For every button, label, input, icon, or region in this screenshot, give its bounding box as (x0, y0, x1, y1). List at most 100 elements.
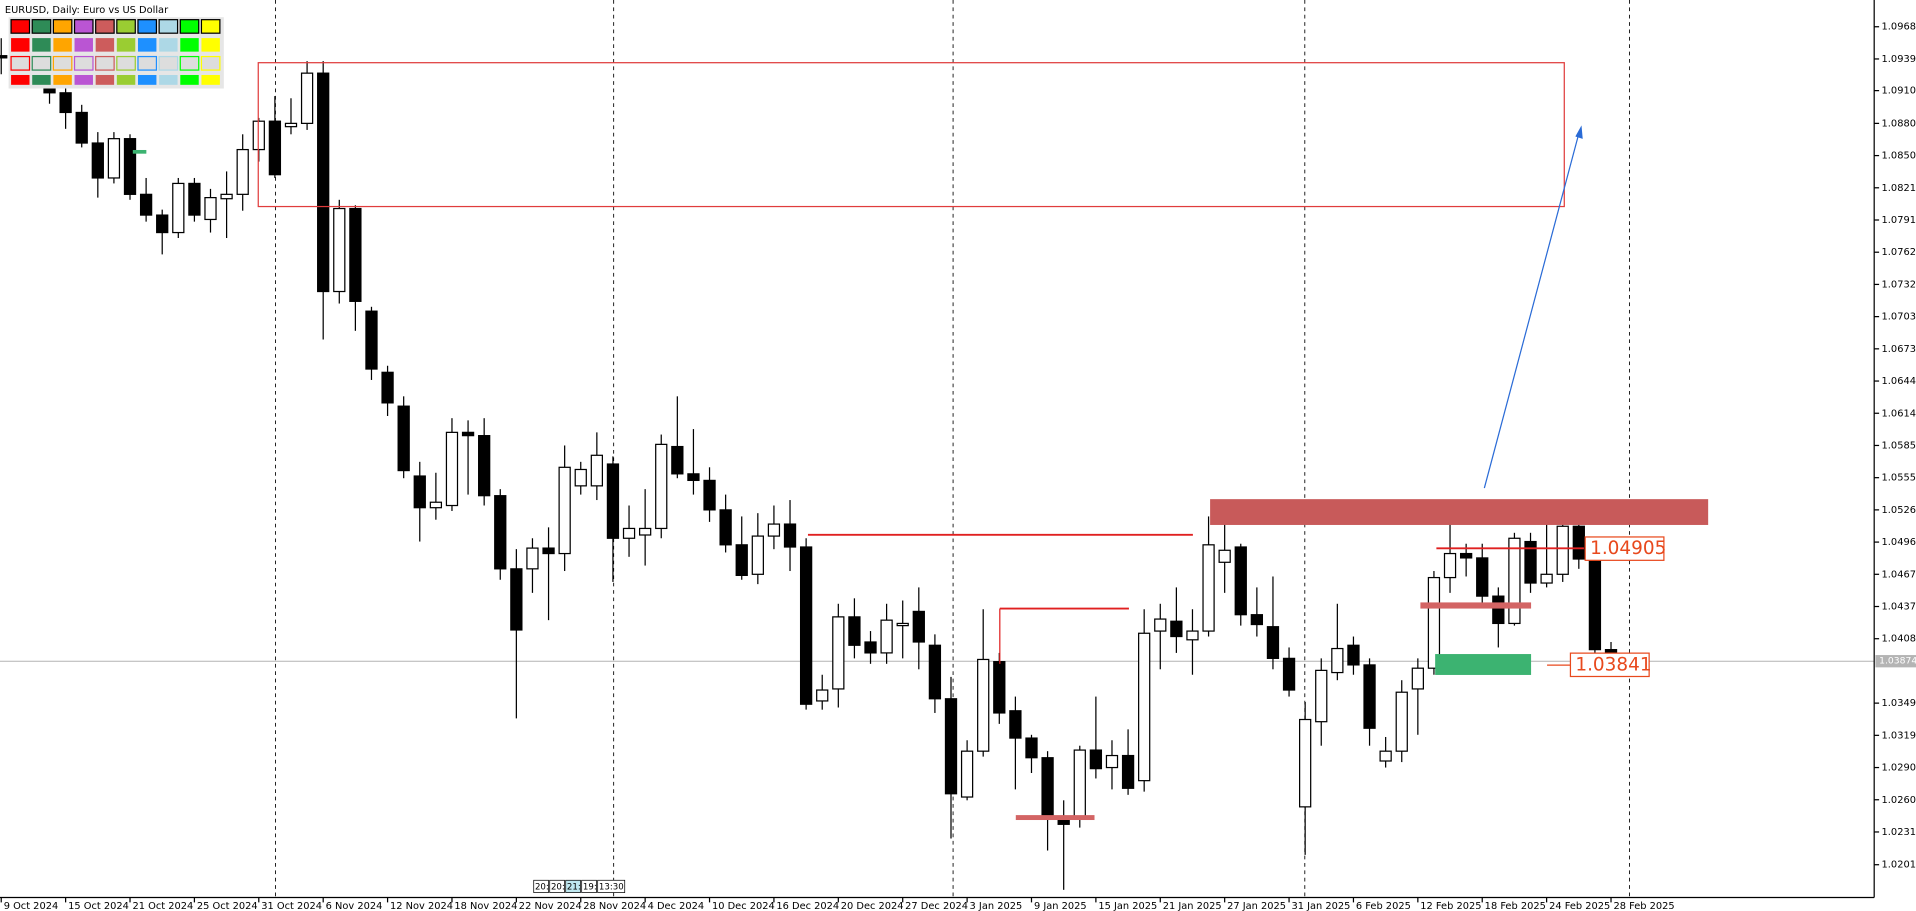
time-label-box (581, 879, 597, 893)
candle-body (156, 214, 169, 234)
palette-swatch (73, 19, 94, 34)
candle-body (1299, 718, 1312, 808)
candle-body (397, 405, 410, 472)
palette-swatch (52, 19, 73, 34)
y-tick-label: 1.03195 (1882, 730, 1916, 741)
palette-swatch (159, 74, 178, 85)
palette-swatch (137, 19, 158, 34)
palette-swatch (116, 19, 136, 34)
candle-body (300, 72, 314, 124)
y-tick-label: 1.07915 (1882, 215, 1916, 226)
candle-body (928, 644, 942, 700)
time-label-box (565, 879, 581, 893)
candle-body (1121, 754, 1135, 789)
palette-swatch (10, 19, 31, 34)
candle-body (1379, 750, 1392, 762)
candle-body (1186, 630, 1199, 641)
y-tick-label: 1.07620 (1882, 247, 1916, 258)
candle-body (59, 92, 72, 114)
x-tick-label: 27 Jan 2025 (1227, 901, 1286, 911)
y-tick-label: 1.09390 (1882, 54, 1916, 65)
x-tick-label: 6 Nov 2024 (326, 901, 383, 911)
price-label: 1.03841 (1575, 654, 1651, 675)
candle-body (1218, 549, 1231, 563)
candle-body (655, 443, 668, 530)
x-tick-label: 16 Dec 2024 (776, 901, 839, 911)
x-tick-label: 15 Jan 2025 (1098, 901, 1157, 911)
support-zone (1435, 654, 1532, 675)
palette-swatch (73, 55, 94, 71)
candle-body (719, 509, 732, 546)
candle-body (1089, 749, 1103, 770)
palette-swatch (158, 19, 179, 34)
candle-body (284, 122, 298, 128)
zone-outline (257, 62, 1565, 208)
palette-swatch (137, 38, 157, 52)
candle-body (1138, 632, 1151, 782)
candle-body (1170, 620, 1183, 638)
candle-body (1250, 614, 1264, 626)
x-tick-label: 10 Dec 2024 (712, 901, 775, 911)
palette-swatch (53, 74, 72, 85)
candle-body (1025, 737, 1038, 759)
y-tick-label: 1.02900 (1882, 763, 1916, 774)
candle-body (799, 546, 813, 705)
palette-swatch (10, 55, 31, 71)
candle-body (912, 610, 925, 643)
time-label-box (533, 879, 549, 893)
x-tick-label: 6 Feb 2025 (1356, 901, 1411, 911)
x-tick-label: 21 Oct 2024 (132, 901, 193, 911)
candle-body (172, 182, 185, 234)
candle-body (606, 463, 620, 539)
x-tick-label: 9 Jan 2025 (1034, 901, 1087, 911)
palette-swatch (95, 74, 115, 85)
candle-body (365, 310, 378, 370)
y-tick-label: 1.08800 (1882, 118, 1916, 129)
candle-body (687, 473, 700, 482)
y-tick-label: 1.06145 (1882, 408, 1916, 419)
candle-body (880, 619, 893, 654)
candle-body (1073, 749, 1086, 819)
y-tick-label: 1.08210 (1882, 183, 1916, 194)
x-tick-label: 3 Jan 2025 (970, 901, 1023, 911)
candle-body (478, 435, 491, 497)
candle-body (944, 698, 958, 795)
palette-swatch (201, 74, 220, 85)
x-tick-label: 31 Oct 2024 (261, 901, 322, 911)
y-tick-label: 1.04670 (1882, 569, 1916, 580)
y-tick-label: 1.05260 (1882, 505, 1916, 516)
price-label-box (1569, 652, 1650, 678)
candle-body (751, 535, 764, 575)
palette-swatch (200, 55, 221, 71)
candle-body (91, 142, 104, 179)
y-tick-label: 1.02605 (1882, 795, 1916, 806)
candle-body (1347, 644, 1360, 666)
time-label: 20: (535, 883, 549, 893)
candle-body (735, 544, 748, 577)
candle-body (429, 501, 443, 509)
candle-body (1443, 552, 1457, 579)
palette-swatch (32, 74, 51, 85)
y-tick-label: 1.03490 (1882, 698, 1916, 709)
candle-body (848, 616, 861, 646)
candle-body (107, 138, 121, 179)
palette-swatch (74, 74, 93, 85)
x-tick-label: 12 Nov 2024 (390, 901, 453, 911)
candle-body (703, 479, 716, 511)
level-bar (1420, 602, 1532, 609)
y-tick-label: 1.07325 (1882, 279, 1916, 290)
candle-body (461, 431, 475, 437)
x-tick-label: 18 Feb 2025 (1485, 901, 1546, 911)
current-price-label: 1.03874 (1879, 656, 1916, 667)
candle-body (1508, 537, 1521, 625)
candle-body (558, 466, 571, 555)
candle-body (1315, 669, 1328, 723)
palette-swatch (52, 55, 73, 71)
candle-body (75, 111, 88, 144)
color-palette (8, 17, 224, 89)
candle-body (1009, 710, 1022, 739)
y-tick-label: 1.06440 (1882, 376, 1916, 387)
x-tick-label: 18 Nov 2024 (454, 901, 517, 911)
time-label: 20: (551, 883, 565, 893)
resistance-zone (1210, 499, 1709, 525)
